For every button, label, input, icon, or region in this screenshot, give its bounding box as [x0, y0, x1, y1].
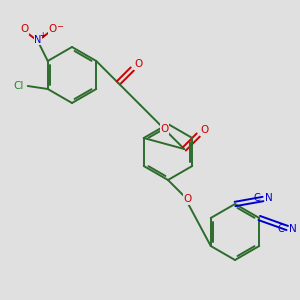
Text: C: C [278, 224, 285, 234]
Text: O: O [21, 24, 29, 34]
Text: O: O [134, 59, 142, 69]
Text: −: − [56, 22, 63, 32]
Text: O: O [160, 124, 168, 134]
Text: O: O [184, 194, 192, 204]
Text: C: C [254, 193, 260, 203]
Text: Cl: Cl [14, 81, 24, 91]
Text: O: O [49, 24, 57, 34]
Text: +: + [40, 32, 46, 40]
Text: N: N [265, 193, 273, 203]
Text: N: N [34, 35, 41, 45]
Text: N: N [290, 224, 297, 234]
Text: O: O [200, 125, 208, 135]
